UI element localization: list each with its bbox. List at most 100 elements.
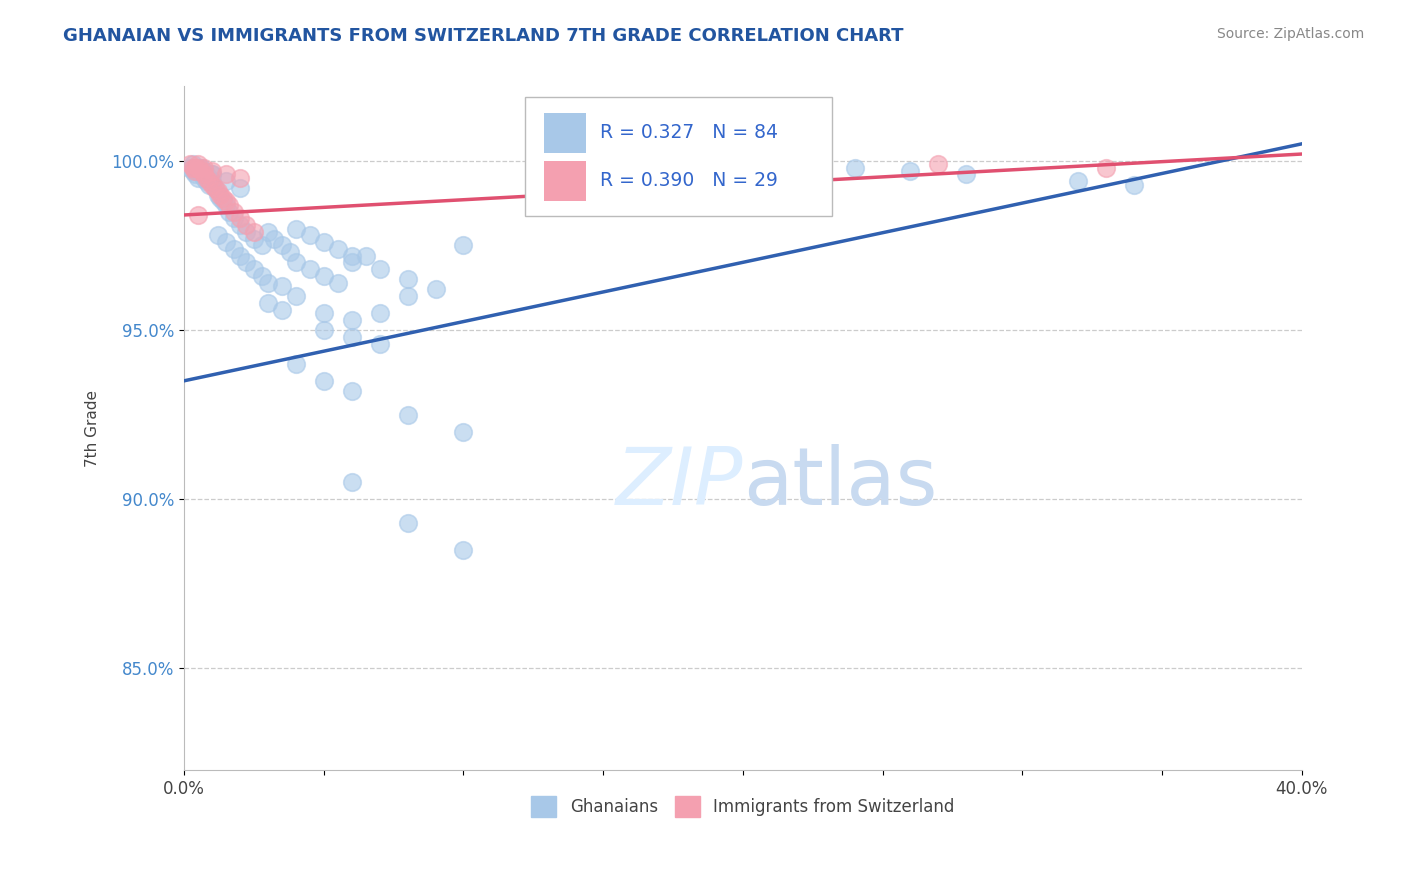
Point: [243, 225, 266, 239]
Point: [181, 161, 204, 175]
Point: [187, 164, 209, 178]
Point: [284, 255, 307, 269]
Point: [243, 232, 266, 246]
Point: [1122, 178, 1144, 192]
Point: [340, 475, 363, 490]
Point: [201, 167, 224, 181]
Point: [312, 323, 335, 337]
Point: [224, 211, 246, 226]
Point: [1095, 161, 1118, 175]
Point: [312, 235, 335, 249]
Point: [340, 249, 363, 263]
Point: [193, 167, 215, 181]
Point: [844, 161, 866, 175]
Point: [207, 184, 229, 198]
Point: [340, 384, 363, 398]
Point: [218, 198, 240, 212]
Point: [340, 330, 363, 344]
Point: [215, 167, 238, 181]
Point: [218, 204, 240, 219]
Point: [235, 255, 257, 269]
Point: [190, 161, 212, 175]
Point: [453, 425, 475, 439]
Point: [204, 181, 226, 195]
Point: [257, 225, 280, 239]
Text: Source: ZipAtlas.com: Source: ZipAtlas.com: [1216, 27, 1364, 41]
Point: [252, 238, 274, 252]
Point: [204, 181, 226, 195]
Point: [190, 164, 212, 178]
Point: [209, 187, 232, 202]
Point: [396, 289, 419, 303]
Point: [368, 336, 391, 351]
Point: [271, 238, 294, 252]
Point: [368, 306, 391, 320]
Point: [229, 211, 252, 226]
Point: [215, 198, 238, 212]
Point: [195, 167, 218, 181]
Point: [195, 170, 218, 185]
Point: [198, 178, 221, 192]
Point: [326, 276, 349, 290]
Text: GHANAIAN VS IMMIGRANTS FROM SWITZERLAND 7TH GRADE CORRELATION CHART: GHANAIAN VS IMMIGRANTS FROM SWITZERLAND …: [63, 27, 904, 45]
Point: [190, 161, 212, 175]
Text: ZIP: ZIP: [616, 444, 742, 522]
Point: [229, 181, 252, 195]
Point: [184, 167, 207, 181]
Point: [179, 157, 201, 171]
Point: [207, 187, 229, 202]
Point: [278, 245, 301, 260]
Text: atlas: atlas: [742, 444, 938, 522]
Point: [312, 374, 335, 388]
Point: [187, 161, 209, 175]
Point: [263, 232, 285, 246]
Point: [453, 238, 475, 252]
Point: [224, 204, 246, 219]
Point: [187, 170, 209, 185]
Point: [207, 228, 229, 243]
Point: [229, 249, 252, 263]
Point: [257, 296, 280, 310]
Point: [955, 167, 977, 181]
Point: [198, 174, 221, 188]
Point: [298, 228, 321, 243]
Point: [215, 174, 238, 188]
Point: [212, 191, 235, 205]
Y-axis label: 7th Grade: 7th Grade: [86, 390, 100, 467]
Point: [181, 164, 204, 178]
Point: [193, 170, 215, 185]
Point: [620, 157, 643, 171]
Point: [209, 191, 232, 205]
Point: [201, 167, 224, 181]
Point: [229, 218, 252, 232]
Point: [368, 262, 391, 277]
Point: [340, 313, 363, 327]
Point: [900, 164, 922, 178]
Point: [187, 208, 209, 222]
Point: [215, 194, 238, 209]
Point: [195, 174, 218, 188]
Point: [271, 302, 294, 317]
FancyBboxPatch shape: [524, 96, 832, 216]
Point: [340, 255, 363, 269]
Point: [252, 268, 274, 283]
Point: [201, 164, 224, 178]
Point: [284, 221, 307, 235]
Point: [396, 272, 419, 286]
Point: [235, 225, 257, 239]
Bar: [544, 113, 586, 153]
Point: [927, 157, 949, 171]
Point: [243, 262, 266, 277]
Point: [198, 170, 221, 185]
Point: [235, 218, 257, 232]
Text: R = 0.390   N = 29: R = 0.390 N = 29: [600, 171, 778, 190]
Point: [187, 157, 209, 171]
Point: [190, 167, 212, 181]
Point: [284, 357, 307, 371]
Point: [184, 164, 207, 178]
Point: [193, 161, 215, 175]
Point: [193, 164, 215, 178]
Point: [187, 161, 209, 175]
Text: R = 0.327   N = 84: R = 0.327 N = 84: [600, 123, 778, 143]
Point: [184, 161, 207, 175]
